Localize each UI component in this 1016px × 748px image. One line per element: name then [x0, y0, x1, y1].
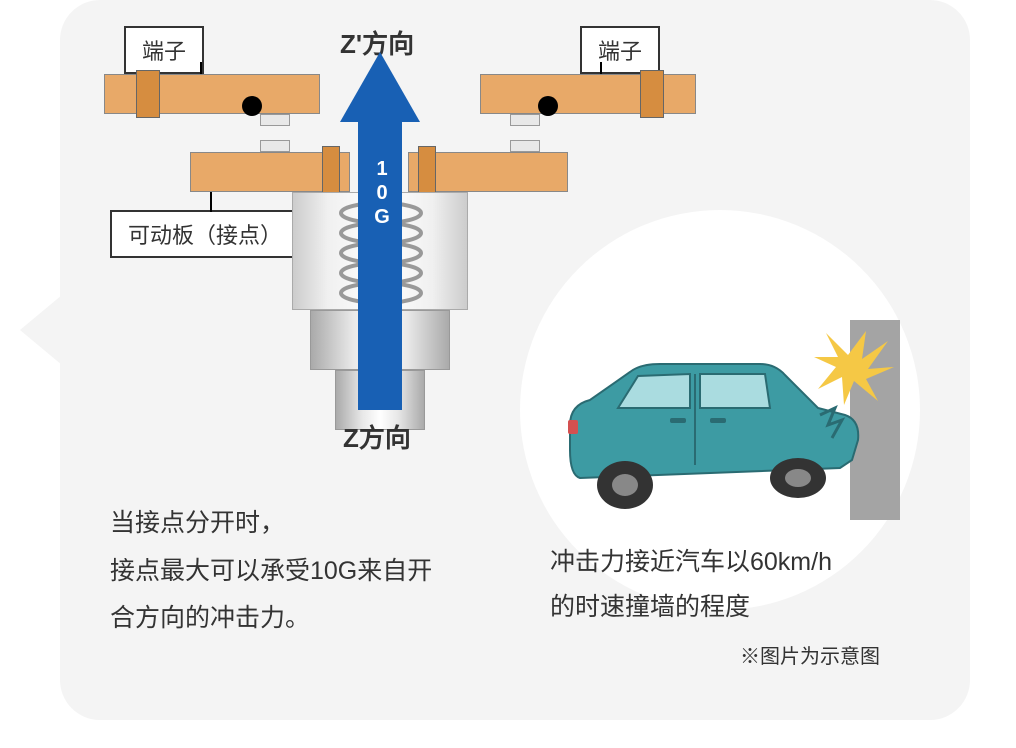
main-text: 当接点分开时， 接点最大可以承受10G来自开 合方向的冲击力。 — [110, 500, 490, 643]
car-caption: 冲击力接近汽车以60km/h 的时速撞墙的程度 — [550, 540, 930, 630]
terminal-right-dot — [538, 96, 558, 116]
label-movable-plate-text: 可动板（接点） — [128, 223, 282, 248]
terminal-right-inner — [640, 70, 664, 118]
label-terminal-right: 端子 — [580, 26, 660, 74]
movable-center-r — [418, 146, 436, 198]
terminal-left-inner — [136, 70, 160, 118]
label-movable-plate: 可动板（接点） — [110, 210, 300, 258]
label-terminal-left-text: 端子 — [142, 39, 186, 64]
terminal-left-tab — [260, 114, 290, 126]
direction-z: Z方向 — [343, 418, 411, 455]
terminal-left-dot — [242, 96, 262, 116]
movable-center-l — [322, 146, 340, 198]
label-terminal-left: 端子 — [124, 26, 204, 74]
main-text-line1: 当接点分开时， — [110, 500, 490, 548]
label-terminal-right-text: 端子 — [598, 39, 642, 64]
terminal-right-tab — [510, 114, 540, 126]
arrow-label: 10G — [370, 158, 393, 230]
arrow-head — [340, 52, 420, 122]
speech-bubble: 端子 端子 Z'方向 可动板（接点） — [60, 0, 970, 720]
main-text-line3: 合方向的冲击力。 — [110, 595, 490, 643]
speech-bubble-tail — [20, 280, 80, 380]
movable-plate-right-tab — [510, 140, 540, 152]
main-text-line2: 接点最大可以承受10G来自开 — [110, 548, 490, 596]
car-caption-line2: 的时速撞墙的程度 — [550, 585, 930, 630]
movable-plate-left-tab — [260, 140, 290, 152]
car-caption-line1: 冲击力接近汽车以60km/h — [550, 540, 930, 585]
footnote: ※图片为示意图 — [740, 640, 880, 669]
